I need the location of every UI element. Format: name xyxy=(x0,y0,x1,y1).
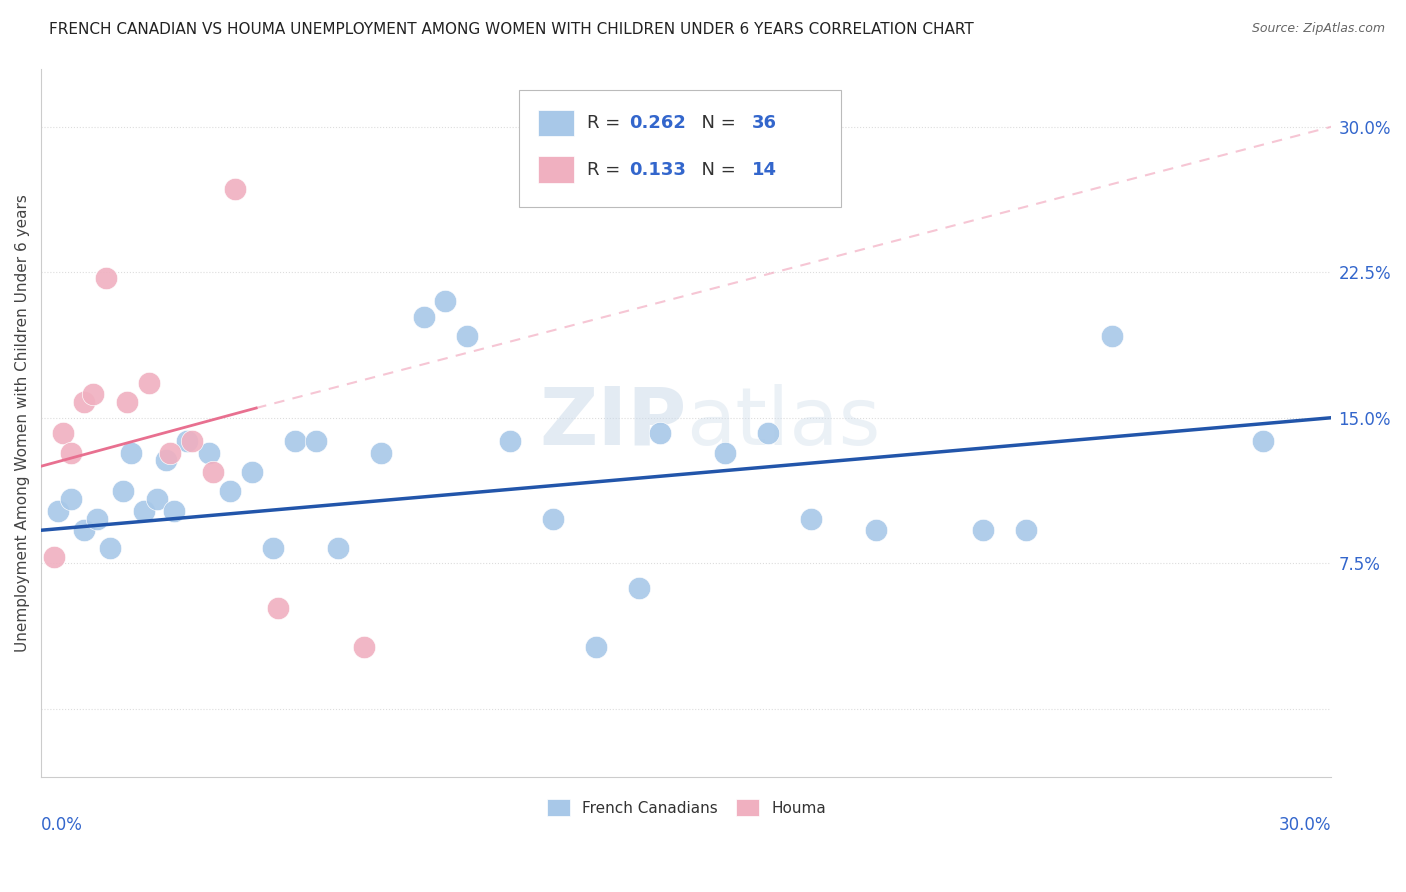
Point xyxy=(163,504,186,518)
Text: R =: R = xyxy=(586,114,626,132)
Text: N =: N = xyxy=(690,161,741,178)
Point xyxy=(60,492,83,507)
Point xyxy=(52,426,75,441)
Point xyxy=(46,504,69,518)
Point xyxy=(284,434,307,448)
Text: ZIP: ZIP xyxy=(538,384,686,461)
Point xyxy=(219,484,242,499)
Point xyxy=(98,541,121,555)
Point xyxy=(266,600,288,615)
Y-axis label: Unemployment Among Women with Children Under 6 years: Unemployment Among Women with Children U… xyxy=(15,194,30,651)
Text: 0.262: 0.262 xyxy=(630,114,686,132)
Point xyxy=(198,445,221,459)
Point xyxy=(326,541,349,555)
Legend: French Canadians, Houma: French Canadians, Houma xyxy=(540,793,832,822)
Point xyxy=(120,445,142,459)
Point xyxy=(627,582,650,596)
Point xyxy=(180,434,202,448)
Point xyxy=(176,434,198,448)
Point xyxy=(146,492,169,507)
Point xyxy=(86,511,108,525)
Point xyxy=(353,640,375,654)
Text: R =: R = xyxy=(586,161,626,178)
Point xyxy=(800,511,823,525)
Point xyxy=(155,453,177,467)
Point xyxy=(115,395,138,409)
Point xyxy=(434,294,457,309)
Point xyxy=(412,310,434,324)
Point xyxy=(456,329,478,343)
Point xyxy=(82,387,104,401)
Point xyxy=(73,523,96,537)
Point xyxy=(1101,329,1123,343)
Point xyxy=(138,376,160,390)
Point xyxy=(972,523,994,537)
Point xyxy=(541,511,564,525)
Text: 0.0%: 0.0% xyxy=(41,815,83,833)
Text: 36: 36 xyxy=(752,114,778,132)
Text: 0.133: 0.133 xyxy=(630,161,686,178)
Point xyxy=(1251,434,1274,448)
Point xyxy=(111,484,134,499)
FancyBboxPatch shape xyxy=(538,110,574,136)
Point xyxy=(262,541,284,555)
Point xyxy=(499,434,522,448)
Text: N =: N = xyxy=(690,114,741,132)
Point xyxy=(134,504,156,518)
Point xyxy=(224,182,246,196)
Point xyxy=(714,445,737,459)
Point xyxy=(650,426,672,441)
FancyBboxPatch shape xyxy=(538,156,574,183)
FancyBboxPatch shape xyxy=(519,90,841,207)
Point xyxy=(585,640,607,654)
Text: atlas: atlas xyxy=(686,384,880,461)
Point xyxy=(42,550,65,565)
Text: 30.0%: 30.0% xyxy=(1279,815,1331,833)
Point xyxy=(94,271,117,285)
Point xyxy=(240,465,263,479)
Point xyxy=(202,465,225,479)
Text: FRENCH CANADIAN VS HOUMA UNEMPLOYMENT AMONG WOMEN WITH CHILDREN UNDER 6 YEARS CO: FRENCH CANADIAN VS HOUMA UNEMPLOYMENT AM… xyxy=(49,22,974,37)
Text: Source: ZipAtlas.com: Source: ZipAtlas.com xyxy=(1251,22,1385,36)
Point xyxy=(756,426,779,441)
Point xyxy=(73,395,96,409)
Point xyxy=(159,445,181,459)
Point xyxy=(1015,523,1038,537)
Text: 14: 14 xyxy=(752,161,778,178)
Point xyxy=(370,445,392,459)
Point xyxy=(305,434,328,448)
Point xyxy=(60,445,83,459)
Point xyxy=(865,523,887,537)
